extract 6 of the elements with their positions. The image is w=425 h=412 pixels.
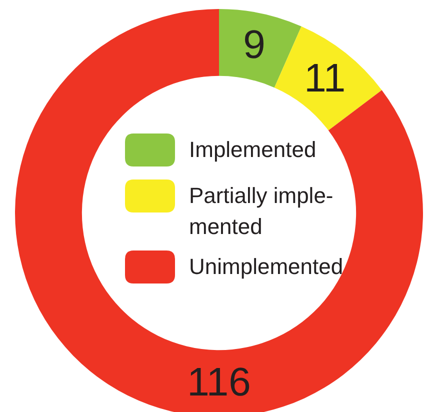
legend-label: Unimplemented	[189, 254, 344, 279]
legend-label: Partially imple- mented	[189, 183, 334, 239]
data-label: 9	[243, 23, 266, 68]
data-label: 116	[187, 360, 251, 405]
legend-label: Implemented	[189, 137, 316, 162]
data-label: 11	[304, 56, 346, 100]
